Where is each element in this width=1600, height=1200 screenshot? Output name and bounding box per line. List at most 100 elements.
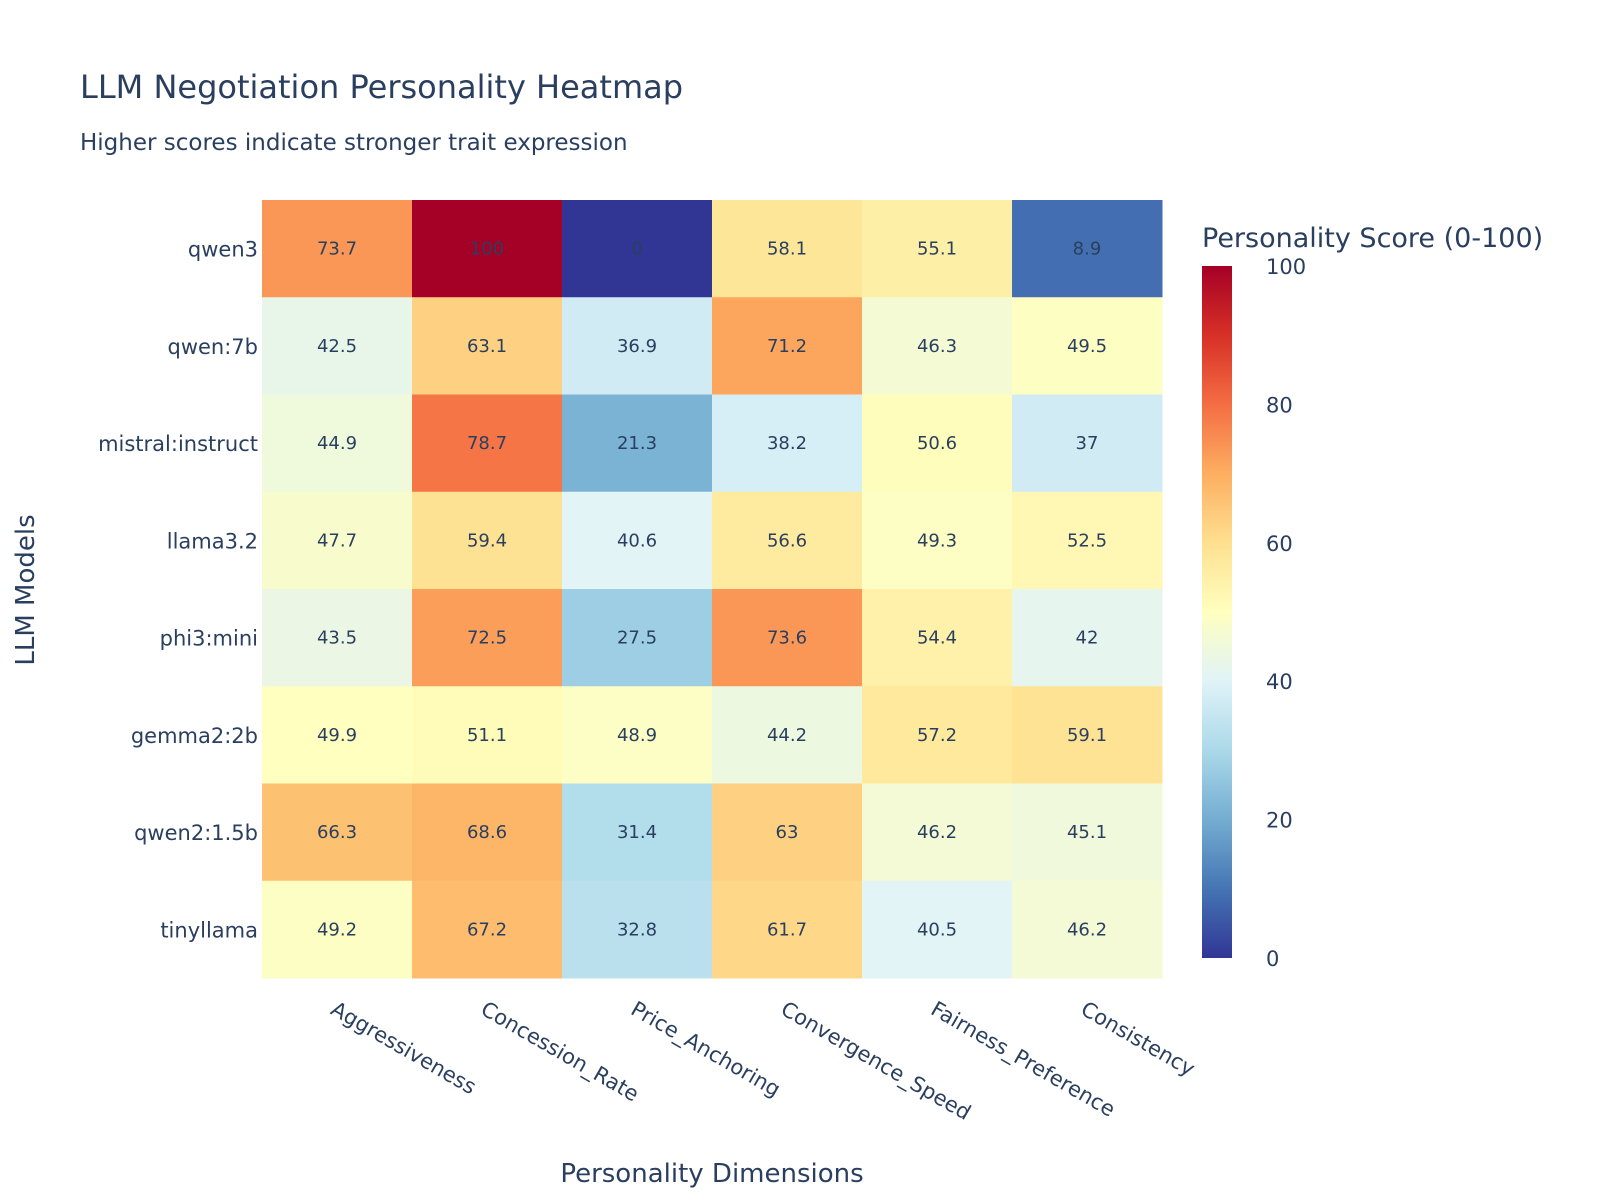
cell-value-label: 44.9 xyxy=(317,433,357,454)
heatmap-cell xyxy=(262,200,413,298)
heatmap-cell xyxy=(262,686,413,784)
cell-value-label: 31.4 xyxy=(617,822,657,843)
x-tick-label: Price_Anchoring xyxy=(626,997,784,1103)
heatmap-cell xyxy=(862,880,1013,979)
colorbar-tick-label: 40 xyxy=(1266,670,1293,694)
colorbar: Personality Score (0-100) 0 20 40 60 80 100 xyxy=(1202,223,1543,971)
y-tick-label: mistral:instruct xyxy=(98,432,258,456)
heatmap-cell xyxy=(562,686,713,784)
cell-value-label: 46.3 xyxy=(917,336,957,357)
x-tick-label: Concession_Rate xyxy=(476,997,643,1108)
cell-value-label: 49.5 xyxy=(1067,336,1107,357)
y-tick-label: qwen:7b xyxy=(167,335,258,359)
heatmap-cell xyxy=(562,491,713,590)
cell-value-label: 42 xyxy=(1076,628,1099,649)
heatmap-cell xyxy=(862,297,1013,395)
cell-value-label: 51.1 xyxy=(467,725,507,746)
cell-value-label: 49.2 xyxy=(317,919,357,940)
cell-value-label: 49.3 xyxy=(917,530,957,551)
cell-value-label: 72.5 xyxy=(467,628,507,649)
y-axis-title: LLM Models xyxy=(11,514,41,665)
heatmap-cell xyxy=(712,394,863,493)
y-tick-label: qwen3 xyxy=(188,238,258,262)
heatmap-cell xyxy=(562,783,713,882)
cell-value-label: 78.7 xyxy=(467,433,507,454)
colorbar-tick-label: 60 xyxy=(1266,532,1293,556)
cell-value-label: 52.5 xyxy=(1067,530,1107,551)
cell-value-label: 48.9 xyxy=(617,725,657,746)
heatmap-cell xyxy=(412,686,563,784)
heatmap-cell xyxy=(562,394,713,493)
cell-value-label: 71.2 xyxy=(767,336,807,357)
x-axis-ticks: AggressivenessConcession_RatePrice_Ancho… xyxy=(327,997,1199,1126)
heatmap-cell xyxy=(412,491,563,590)
cell-value-label: 43.5 xyxy=(317,628,357,649)
heatmap-cell xyxy=(562,200,713,298)
cell-value-label: 36.9 xyxy=(617,336,657,357)
heatmap-cell xyxy=(412,783,563,882)
heatmap-cell xyxy=(262,394,413,493)
cell-value-label: 37 xyxy=(1076,433,1099,454)
chart-subtitle: Higher scores indicate stronger trait ex… xyxy=(80,130,628,156)
heatmap-cell xyxy=(712,880,863,979)
y-tick-label: tinyllama xyxy=(160,918,258,942)
heatmap-cell xyxy=(1012,491,1163,590)
cell-value-label: 66.3 xyxy=(317,822,357,843)
cell-value-label: 49.9 xyxy=(317,725,357,746)
cell-value-label: 63 xyxy=(776,822,799,843)
cell-value-label: 44.2 xyxy=(767,725,807,746)
heatmap-cell xyxy=(412,880,563,979)
heatmap-cell xyxy=(1012,297,1163,395)
cell-value-label: 68.6 xyxy=(467,822,507,843)
heatmap-cell xyxy=(1012,394,1163,493)
cell-value-label: 46.2 xyxy=(1067,919,1107,940)
cell-value-label: 42.5 xyxy=(317,336,357,357)
heatmap-cells: 73.7 100 0 58.1 55.1 8.9 42.5 63.1 36.9 71.2 46.3 4… xyxy=(262,200,1163,979)
cell-value-label: 47.7 xyxy=(317,530,357,551)
colorbar-tick-label: 100 xyxy=(1266,255,1306,279)
colorbar-tick-label: 0 xyxy=(1266,947,1279,971)
colorbar-tick-label: 20 xyxy=(1266,809,1293,833)
cell-value-label: 56.6 xyxy=(767,530,807,551)
cell-value-label: 61.7 xyxy=(767,919,807,940)
cell-value-label: 0 xyxy=(631,239,642,260)
cell-value-label: 21.3 xyxy=(617,433,657,454)
y-axis-ticks: qwen3 qwen:7b mistral:instruct llama3.2 phi3… xyxy=(98,238,258,943)
cell-value-label: 100 xyxy=(470,239,504,260)
cell-value-label: 55.1 xyxy=(917,239,957,260)
heatmap-cell xyxy=(262,783,413,882)
cell-value-label: 50.6 xyxy=(917,433,957,454)
cell-value-label: 63.1 xyxy=(467,336,507,357)
heatmap-cell xyxy=(1012,880,1163,979)
heatmap-cell xyxy=(1012,200,1163,298)
heatmap-cell xyxy=(862,589,1013,687)
heatmap-cell xyxy=(262,491,413,590)
heatmap-cell xyxy=(862,491,1013,590)
cell-value-label: 8.9 xyxy=(1073,239,1102,260)
heatmap-cell xyxy=(712,200,863,298)
heatmap-cell xyxy=(262,297,413,395)
heatmap-cell xyxy=(412,394,563,493)
cell-value-label: 54.4 xyxy=(917,628,957,649)
cell-value-label: 40.6 xyxy=(617,530,657,551)
cell-value-label: 40.5 xyxy=(917,919,957,940)
cell-value-label: 27.5 xyxy=(617,628,657,649)
heatmap-cell xyxy=(1012,686,1163,784)
heatmap-cell xyxy=(862,686,1013,784)
heatmap-cell xyxy=(562,880,713,979)
heatmap-cell xyxy=(412,297,563,395)
cell-value-label: 67.2 xyxy=(467,919,507,940)
colorbar-title: Personality Score (0-100) xyxy=(1202,223,1543,254)
x-axis-title: Personality Dimensions xyxy=(560,1159,863,1189)
y-tick-label: phi3:mini xyxy=(160,627,258,651)
y-tick-label: qwen2:1.5b xyxy=(134,821,258,845)
heatmap-cell xyxy=(412,589,563,687)
cell-value-label: 58.1 xyxy=(767,239,807,260)
cell-value-label: 59.1 xyxy=(1067,725,1107,746)
heatmap-cell xyxy=(562,297,713,395)
heatmap-cell xyxy=(262,589,413,687)
heatmap-cell xyxy=(1012,783,1163,882)
y-tick-label: gemma2:2b xyxy=(131,724,258,748)
colorbar-ticks: 0 20 40 60 80 100 xyxy=(1266,255,1306,971)
